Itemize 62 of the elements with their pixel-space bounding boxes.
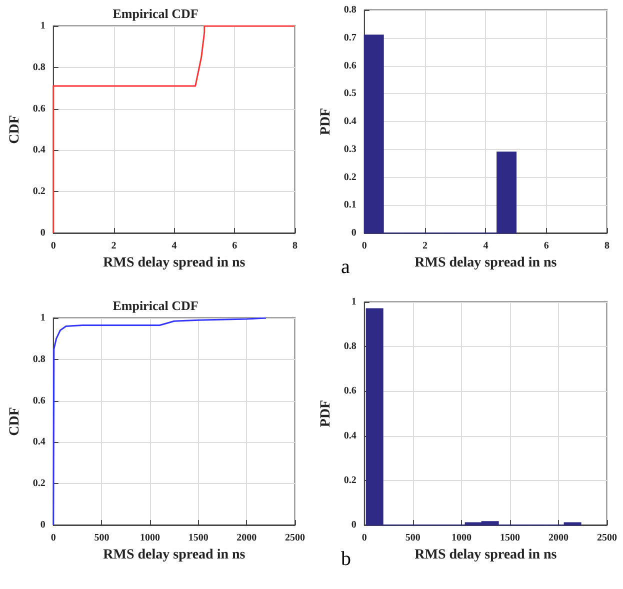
y-tick-label: 0.6 bbox=[344, 386, 356, 397]
y-tick-label: 0 bbox=[40, 520, 46, 530]
y-tick-label: 0.5 bbox=[344, 88, 356, 100]
y-axis-title: PDF bbox=[318, 400, 334, 428]
x-tick-label: 2 bbox=[111, 240, 116, 252]
y-tick-label: 0.4 bbox=[344, 430, 356, 442]
y-tick-label: 0.2 bbox=[344, 474, 356, 486]
x-tick-label: 6 bbox=[544, 240, 549, 252]
y-tick-label: 0.7 bbox=[344, 32, 356, 44]
y-tick-label: 0.6 bbox=[32, 103, 46, 114]
x-tick-label: 0 bbox=[50, 240, 56, 252]
y-tick-label: 0.6 bbox=[32, 395, 46, 406]
x-axis-title: RMS delay spread in ns bbox=[103, 255, 246, 270]
y-tick-label: 0.4 bbox=[32, 144, 46, 156]
y-axis-title: PDF bbox=[318, 108, 334, 136]
x-tick-label: 0 bbox=[362, 532, 367, 544]
x-tick-label: 2000 bbox=[236, 532, 257, 544]
y-tick-label: 0.3 bbox=[344, 144, 356, 155]
y-tick-label: 0.8 bbox=[344, 341, 356, 352]
x-axis-title: RMS delay spread in ns bbox=[414, 547, 558, 562]
x-axis-title: RMS delay spread in ns bbox=[414, 255, 558, 270]
x-tick-label: 1000 bbox=[451, 532, 472, 544]
chart-title: Empirical CDF bbox=[112, 6, 198, 21]
x-tick-label: 0 bbox=[362, 240, 367, 252]
x-tick-label: 8 bbox=[292, 240, 298, 252]
x-axis-title: RMS delay spread in ns bbox=[103, 547, 246, 562]
y-tick-label: 0.6 bbox=[344, 60, 356, 72]
x-tick-label: 500 bbox=[94, 532, 110, 544]
y-tick-label: 0.4 bbox=[32, 436, 46, 448]
y-tick-label: 0.4 bbox=[344, 116, 356, 127]
x-tick-label: 500 bbox=[405, 532, 420, 544]
x-tick-label: 1000 bbox=[140, 532, 160, 544]
text: a bbox=[341, 256, 350, 278]
x-tick-label: 2000 bbox=[548, 532, 568, 544]
x-tick-label: 4 bbox=[172, 240, 177, 252]
y-tick-label: 1 bbox=[351, 296, 356, 308]
y-tick-label: 0 bbox=[351, 520, 356, 530]
y-tick-label: 0.1 bbox=[344, 200, 356, 211]
chart-title: Empirical CDF bbox=[112, 298, 198, 313]
y-tick-label: 0.8 bbox=[32, 62, 46, 73]
x-tick-label: 8 bbox=[604, 240, 610, 252]
x-tick-label: 1500 bbox=[500, 532, 520, 544]
y-tick-label: 1 bbox=[40, 20, 46, 32]
x-tick-label: 4 bbox=[483, 240, 488, 252]
x-tick-label: 2500 bbox=[285, 532, 305, 544]
x-tick-label: 0 bbox=[50, 532, 56, 544]
y-tick-label: 0.8 bbox=[32, 354, 46, 365]
y-tick-label: 0.2 bbox=[32, 478, 46, 490]
x-tick-label: 2 bbox=[422, 240, 428, 252]
y-tick-label: 0 bbox=[351, 228, 356, 238]
y-tick-label: 1 bbox=[40, 312, 46, 324]
x-tick-label: 2500 bbox=[597, 532, 617, 544]
x-tick-label: 1500 bbox=[188, 532, 208, 544]
y-tick-label: 0.2 bbox=[344, 172, 356, 183]
text: b bbox=[341, 548, 351, 570]
y-axis-title: CDF bbox=[8, 115, 22, 144]
y-axis-title: CDF bbox=[8, 407, 22, 436]
line-series bbox=[52, 25, 296, 234]
y-tick-label: 0 bbox=[40, 228, 46, 238]
x-tick-label: 6 bbox=[232, 240, 238, 252]
y-tick-label: 0.8 bbox=[344, 4, 356, 16]
y-tick-label: 0.2 bbox=[32, 186, 46, 198]
